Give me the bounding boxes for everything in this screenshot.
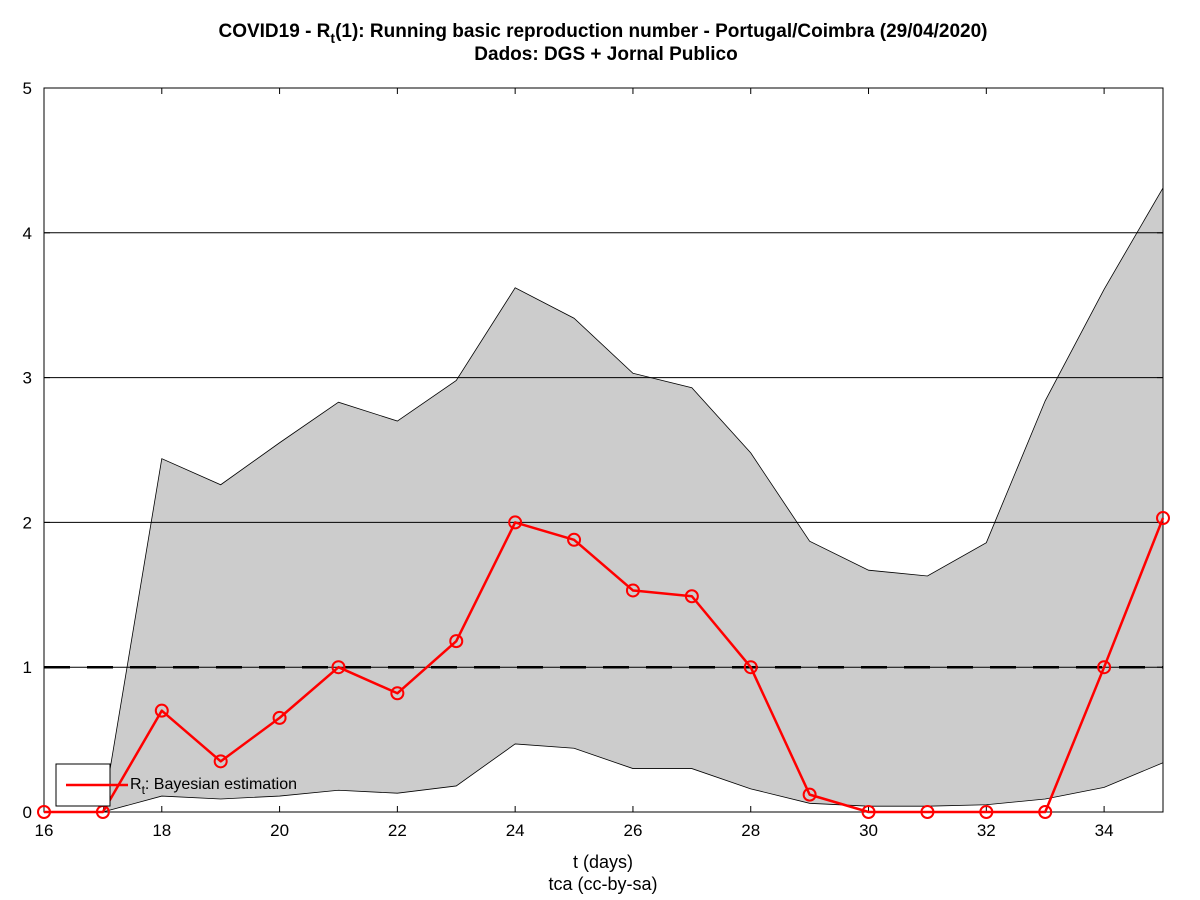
data-point <box>802 787 817 802</box>
series-line <box>44 517 1165 814</box>
x-tick-label: 32 <box>977 821 996 840</box>
data-point <box>861 805 876 819</box>
data-point <box>331 660 346 675</box>
data-point <box>449 634 464 649</box>
legend: Rt: Bayesian estimation <box>55 763 297 807</box>
x-tick-label: 30 <box>859 821 878 840</box>
x-tick-label: 34 <box>1095 821 1114 840</box>
x-tick-label: 18 <box>152 821 171 840</box>
x-tick-label: 20 <box>270 821 289 840</box>
data-point <box>154 703 169 718</box>
data-point <box>508 515 523 530</box>
data-point <box>1038 805 1053 819</box>
credit-label: tca (cc-by-sa) <box>548 874 657 894</box>
data-point <box>743 660 758 675</box>
x-tick-label: 22 <box>388 821 407 840</box>
chart-title-line2: Dados: DGS + Jornal Publico <box>474 44 737 65</box>
y-tick-label: 2 <box>23 513 32 532</box>
data-point <box>684 589 699 604</box>
x-tick-label: 26 <box>623 821 642 840</box>
y-tick-label: 5 <box>23 79 32 98</box>
confidence-band <box>44 187 1163 812</box>
chart-title-line1: COVID19 - Rt(1): Running basic reproduct… <box>218 21 987 46</box>
data-point <box>567 532 582 547</box>
data-point <box>920 805 935 819</box>
y-tick-label: 0 <box>23 803 32 822</box>
x-axis-label: t (days) <box>573 852 633 872</box>
data-point <box>979 805 994 819</box>
legend-entry: Rt: Bayesian estimation <box>130 776 297 797</box>
data-point <box>37 805 51 819</box>
data-point <box>272 710 287 725</box>
y-tick-label: 1 <box>23 658 32 677</box>
data-point <box>625 583 640 598</box>
x-tick-label: 16 <box>35 821 54 840</box>
band-upper-edge <box>44 187 1164 813</box>
data-point <box>1156 511 1170 526</box>
y-tick-label: 4 <box>23 224 32 243</box>
band-lower-edge <box>44 743 1164 813</box>
x-tick-label: 28 <box>741 821 760 840</box>
data-point <box>213 754 228 769</box>
x-tick-label: 24 <box>506 821 525 840</box>
data-point <box>1097 660 1112 675</box>
data-point <box>390 686 405 701</box>
y-tick-label: 3 <box>23 369 32 388</box>
plot-frame <box>43 87 1164 813</box>
